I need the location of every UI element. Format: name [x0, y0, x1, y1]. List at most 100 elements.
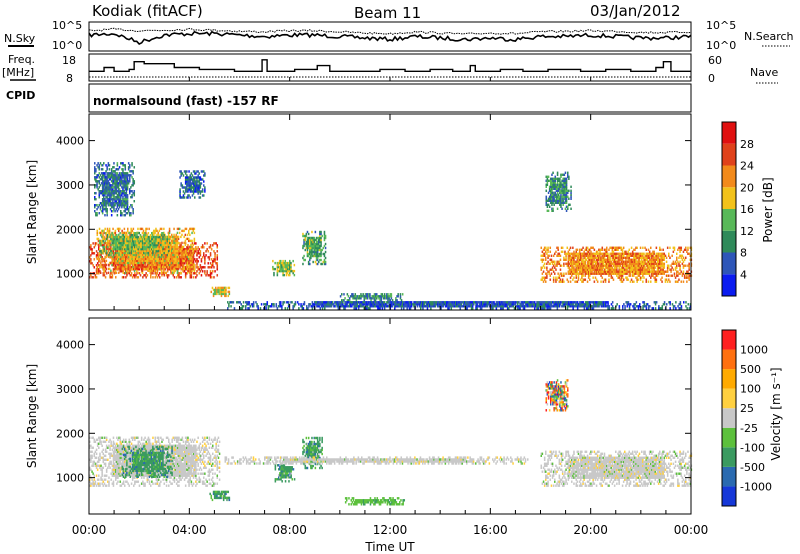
power-cell: [219, 288, 222, 292]
power-cell: [103, 202, 105, 205]
power-cell: [99, 251, 102, 255]
power-cell: [132, 239, 135, 243]
power-cell: [101, 172, 104, 175]
power-cell: [209, 244, 212, 247]
power-cell: [153, 259, 155, 263]
power-cell: [110, 239, 112, 243]
power-cell: [282, 271, 284, 275]
power-cell: [137, 257, 139, 261]
power-cell: [151, 261, 154, 265]
power-cell: [210, 272, 213, 275]
power-cell: [196, 184, 198, 187]
power-cell: [145, 239, 147, 243]
power-cell: [154, 268, 157, 271]
power-cell: [220, 294, 223, 298]
power-cell: [187, 252, 189, 255]
power-cell: [125, 237, 127, 241]
power-cell: [184, 257, 187, 261]
power-cell: [136, 243, 138, 247]
power-cell: [104, 241, 106, 245]
power-cell: [158, 255, 161, 259]
power-cell: [286, 269, 289, 273]
power-cell: [123, 241, 126, 245]
power-cell: [108, 192, 111, 195]
power-cell: [158, 261, 161, 265]
power-cell: [153, 233, 155, 237]
power-cell: [104, 266, 107, 269]
power-cell: [164, 251, 166, 255]
power-cell: [129, 233, 131, 237]
power-cell: [151, 253, 154, 257]
power-cell: [184, 176, 187, 179]
power-cell: [148, 266, 151, 269]
power-cell: [132, 255, 135, 259]
power-cell: [132, 263, 135, 267]
power-cell: [197, 184, 199, 187]
power-cell: [131, 184, 133, 187]
power-cell: [148, 268, 151, 271]
power-cell: [122, 249, 125, 253]
power-cell: [105, 164, 107, 167]
power-cell: [102, 274, 105, 277]
power-cell: [96, 267, 99, 271]
power-cell: [195, 172, 197, 175]
power-cell: [98, 196, 101, 199]
power-cell: [120, 174, 122, 177]
power-cell: [276, 261, 279, 265]
power-cell: [137, 276, 140, 279]
power-cell: [108, 229, 111, 233]
power-cell: [98, 176, 101, 179]
power-cell: [98, 260, 100, 263]
power-cell: [98, 182, 101, 185]
power-cell: [188, 260, 190, 263]
power-cell: [290, 261, 292, 265]
power-cell: [175, 253, 178, 257]
power-cell: [225, 290, 227, 294]
power-cell: [125, 186, 128, 189]
power-cell: [162, 245, 164, 249]
power-cell: [157, 231, 160, 235]
power-cell: [110, 186, 113, 189]
power-cell: [219, 286, 222, 290]
power-cell: [281, 261, 283, 265]
power-cell: [191, 194, 194, 197]
power-cell: [198, 180, 201, 183]
power-cell: [110, 235, 112, 239]
power-cell: [154, 241, 156, 245]
power-cell: [146, 266, 149, 269]
power-cell: [167, 235, 170, 239]
power-cell: [157, 237, 160, 241]
power-cell: [107, 162, 110, 165]
power-cell: [141, 241, 144, 245]
power-cell: [109, 251, 111, 255]
power-cell: [99, 208, 102, 211]
power-cell: [191, 251, 193, 255]
power-cell: [128, 257, 130, 261]
power-cell: [187, 176, 189, 179]
power-cell: [195, 248, 197, 251]
power-cell: [160, 237, 162, 241]
power-cell: [103, 258, 106, 261]
power-cell: [99, 264, 101, 267]
power-cell: [113, 239, 116, 243]
power-cell: [153, 239, 155, 243]
power-cell: [107, 198, 110, 201]
power-cell: [125, 235, 128, 239]
power-cell: [105, 259, 108, 263]
power-cell: [165, 251, 167, 255]
power-cell: [114, 241, 117, 245]
power-cell: [169, 265, 172, 269]
power-cell: [94, 192, 96, 195]
power-cell: [113, 202, 115, 205]
power-cell: [129, 247, 132, 251]
power-cell: [186, 237, 189, 241]
power-cell: [153, 261, 155, 265]
power-cell: [179, 244, 181, 247]
power-cell: [549, 278, 552, 281]
power-cell: [190, 186, 193, 189]
power-cell: [543, 262, 546, 265]
power-cell: [174, 259, 176, 263]
power-cell: [167, 241, 170, 245]
power-cell: [128, 243, 130, 247]
power-cell: [147, 249, 149, 253]
